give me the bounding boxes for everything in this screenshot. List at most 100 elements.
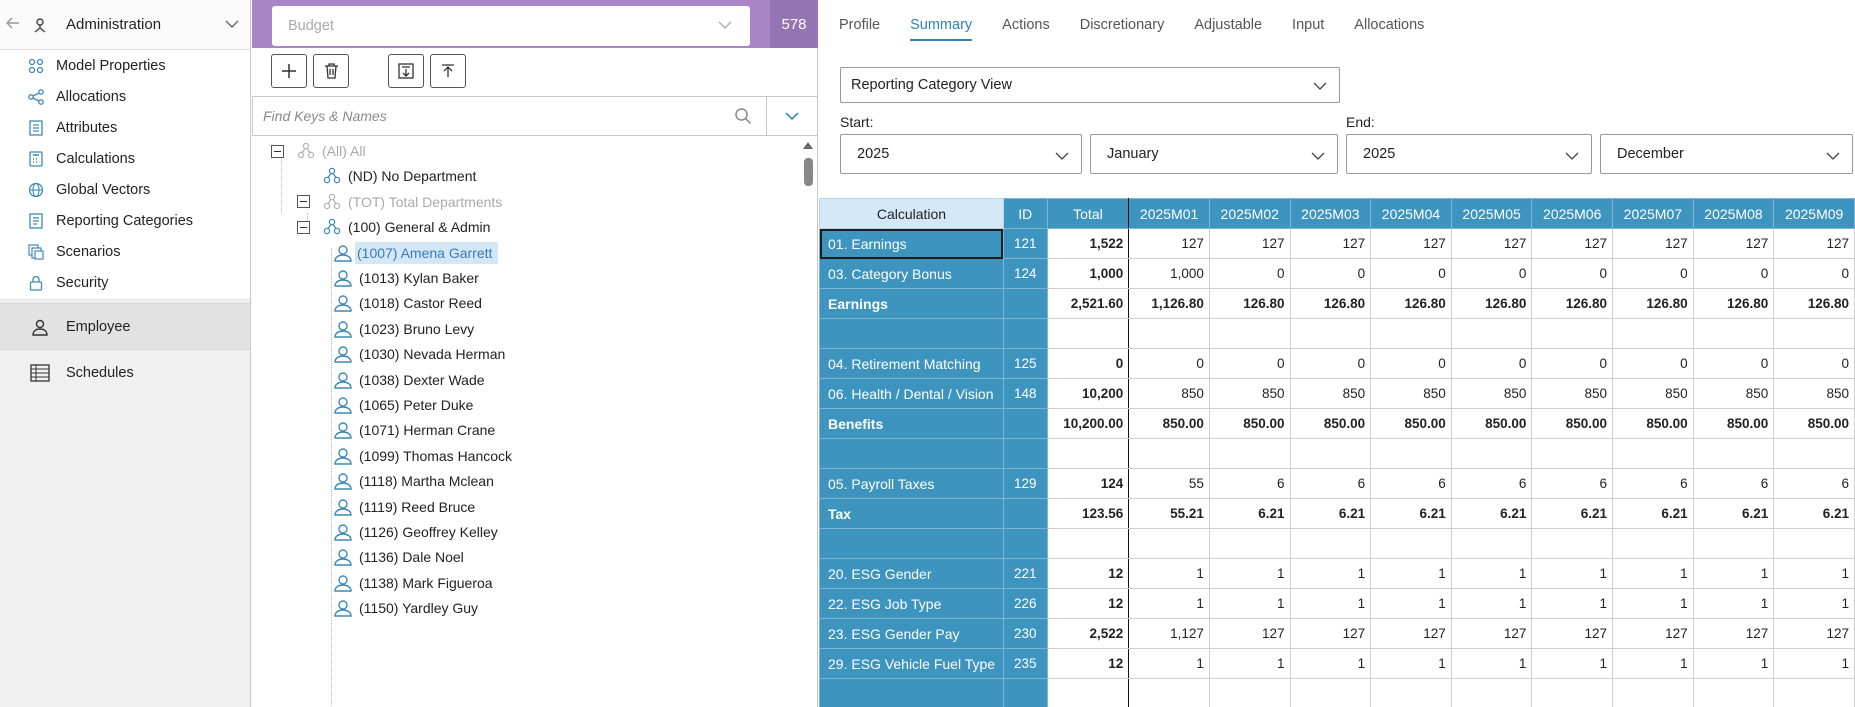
month-value-cell[interactable]: 6 <box>1692 468 1775 499</box>
month-value-cell[interactable] <box>1612 528 1694 559</box>
month-value-cell[interactable]: 1 <box>1450 588 1533 619</box>
month-value-cell[interactable]: 6.21 <box>1289 498 1372 529</box>
month-value-cell[interactable]: 6.21 <box>1208 498 1291 529</box>
month-value-cell[interactable] <box>1370 528 1452 559</box>
month-value-cell[interactable] <box>1370 438 1452 469</box>
tree-employee-node[interactable]: (1138) Mark Figueroa <box>333 568 493 598</box>
month-value-cell[interactable]: 127 <box>1692 228 1775 259</box>
calculation-cell[interactable]: 05. Payroll Taxes <box>819 468 1004 499</box>
calculation-cell[interactable] <box>819 678 1004 707</box>
month-value-cell[interactable]: 127 <box>1612 618 1694 649</box>
tree-employee-node[interactable]: (1065) Peter Duke <box>333 390 473 420</box>
column-header[interactable]: ID <box>1002 198 1048 229</box>
tab-adjustable[interactable]: Adjustable <box>1194 17 1263 33</box>
month-value-cell[interactable] <box>1370 318 1452 349</box>
month-value-cell[interactable]: 1 <box>1208 588 1291 619</box>
tree-employee-node[interactable]: (1013) Kylan Baker <box>333 263 479 293</box>
column-header[interactable]: 2025M09 <box>1773 198 1855 229</box>
month-value-cell[interactable] <box>1128 318 1210 349</box>
month-value-cell[interactable]: 1 <box>1612 648 1694 679</box>
month-value-cell[interactable]: 127 <box>1450 618 1533 649</box>
month-value-cell[interactable] <box>1692 438 1775 469</box>
month-value-cell[interactable]: 6.21 <box>1450 498 1533 529</box>
month-value-cell[interactable]: 1 <box>1692 558 1775 589</box>
month-value-cell[interactable]: 1 <box>1128 588 1210 619</box>
month-value-cell[interactable]: 850 <box>1773 378 1855 409</box>
month-value-cell[interactable] <box>1531 528 1614 559</box>
month-value-cell[interactable]: 0 <box>1208 348 1291 379</box>
month-value-cell[interactable]: 55.21 <box>1128 498 1210 529</box>
month-value-cell[interactable]: 850 <box>1370 378 1452 409</box>
column-header[interactable]: Total <box>1046 198 1130 229</box>
month-value-cell[interactable] <box>1450 528 1533 559</box>
nav-header[interactable]: Administration <box>0 0 250 50</box>
month-value-cell[interactable]: 0 <box>1289 258 1372 289</box>
month-value-cell[interactable]: 1 <box>1289 558 1372 589</box>
nav-item-model-properties[interactable]: Model Properties <box>0 50 250 81</box>
calculation-cell[interactable]: 23. ESG Gender Pay <box>819 618 1004 649</box>
month-value-cell[interactable] <box>1450 678 1533 707</box>
start-month-select[interactable]: January <box>1090 134 1338 174</box>
month-value-cell[interactable]: 1,127 <box>1128 618 1210 649</box>
calculation-cell[interactable]: 01. Earnings <box>819 228 1004 259</box>
month-value-cell[interactable]: 850.00 <box>1450 408 1533 439</box>
month-value-cell[interactable]: 1 <box>1289 648 1372 679</box>
upload-button[interactable] <box>430 54 466 88</box>
tree-employee-node[interactable]: (1030) Nevada Herman <box>333 339 505 369</box>
tree-employee-node[interactable]: (1071) Herman Crane <box>333 415 495 445</box>
calculation-cell[interactable]: 20. ESG Gender <box>819 558 1004 589</box>
month-value-cell[interactable]: 0 <box>1289 348 1372 379</box>
tree-employee-node[interactable]: (1099) Thomas Hancock <box>333 441 512 471</box>
month-value-cell[interactable]: 55 <box>1128 468 1210 499</box>
month-value-cell[interactable]: 850.00 <box>1289 408 1372 439</box>
month-value-cell[interactable] <box>1289 528 1372 559</box>
column-header[interactable]: 2025M02 <box>1208 198 1291 229</box>
back-arrow-icon[interactable] <box>0 14 26 35</box>
month-value-cell[interactable]: 0 <box>1612 348 1694 379</box>
month-value-cell[interactable]: 126.80 <box>1773 288 1855 319</box>
delete-button[interactable] <box>313 54 349 88</box>
month-value-cell[interactable]: 6.21 <box>1773 498 1855 529</box>
month-value-cell[interactable]: 127 <box>1612 228 1694 259</box>
column-header[interactable]: 2025M05 <box>1450 198 1533 229</box>
tree-employee-node[interactable]: (1118) Martha Mclean <box>333 466 494 496</box>
month-value-cell[interactable] <box>1208 438 1291 469</box>
tree-employee-node[interactable]: (1018) Castor Reed <box>333 288 482 318</box>
month-value-cell[interactable] <box>1450 438 1533 469</box>
calculation-cell[interactable] <box>819 438 1004 469</box>
month-value-cell[interactable] <box>1773 318 1855 349</box>
month-value-cell[interactable]: 0 <box>1692 348 1775 379</box>
month-value-cell[interactable]: 1 <box>1370 558 1452 589</box>
nav-item-security[interactable]: Security <box>0 267 250 298</box>
month-value-cell[interactable]: 0 <box>1692 258 1775 289</box>
tab-profile[interactable]: Profile <box>839 17 881 33</box>
nav-section-employee[interactable]: Employee <box>0 303 250 349</box>
tree-employee-node[interactable]: (1007) Amena Garrett <box>333 238 499 268</box>
search-options-dropdown[interactable] <box>767 97 817 135</box>
calculation-cell[interactable] <box>819 528 1004 559</box>
calculation-cell[interactable] <box>819 318 1004 349</box>
month-value-cell[interactable] <box>1128 438 1210 469</box>
month-value-cell[interactable]: 1 <box>1450 648 1533 679</box>
calculation-cell[interactable]: 03. Category Bonus <box>819 258 1004 289</box>
calculation-cell[interactable]: 29. ESG Vehicle Fuel Type <box>819 648 1004 679</box>
month-value-cell[interactable]: 1 <box>1773 648 1855 679</box>
month-value-cell[interactable]: 1 <box>1531 558 1614 589</box>
month-value-cell[interactable]: 1 <box>1612 588 1694 619</box>
tree-employee-node[interactable]: (1126) Geoffrey Kelley <box>333 517 498 547</box>
month-value-cell[interactable]: 0 <box>1208 258 1291 289</box>
month-value-cell[interactable] <box>1208 528 1291 559</box>
search-icon[interactable] <box>734 107 752 128</box>
month-value-cell[interactable]: 6 <box>1612 468 1694 499</box>
month-value-cell[interactable]: 850 <box>1450 378 1533 409</box>
nav-item-calculations[interactable]: Calculations <box>0 143 250 174</box>
nav-item-attributes[interactable]: Attributes <box>0 112 250 143</box>
month-value-cell[interactable]: 0 <box>1450 258 1533 289</box>
month-value-cell[interactable]: 127 <box>1370 618 1452 649</box>
end-month-select[interactable]: December <box>1600 134 1853 174</box>
month-value-cell[interactable]: 126.80 <box>1370 288 1452 319</box>
month-value-cell[interactable]: 850 <box>1208 378 1291 409</box>
month-value-cell[interactable]: 850.00 <box>1612 408 1694 439</box>
month-value-cell[interactable]: 1 <box>1531 648 1614 679</box>
month-value-cell[interactable]: 850 <box>1692 378 1775 409</box>
